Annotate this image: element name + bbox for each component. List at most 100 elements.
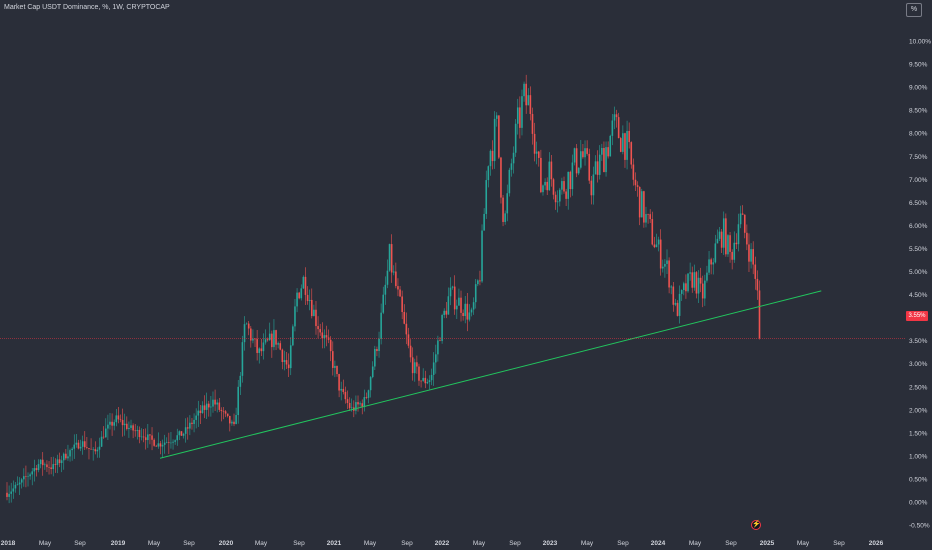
candle-body xyxy=(386,270,389,285)
x-tick-label: May xyxy=(581,540,594,547)
candle-body xyxy=(283,360,286,363)
tradingview-logo-icon[interactable]: ⚡ xyxy=(751,520,761,530)
candle-body xyxy=(130,425,132,428)
candle-body xyxy=(81,441,84,447)
candle-body xyxy=(407,334,410,346)
candle-body xyxy=(201,405,204,413)
candle-body xyxy=(390,244,393,273)
candle-body xyxy=(422,377,424,381)
candle-body xyxy=(567,171,570,199)
candle-body xyxy=(514,123,517,153)
trendline[interactable] xyxy=(159,290,822,459)
candle-body xyxy=(67,456,69,459)
candle-body xyxy=(529,95,532,114)
candle-body xyxy=(552,179,555,195)
candle-body xyxy=(149,434,151,436)
candle-body xyxy=(590,180,593,196)
y-tick-label: 10.00% xyxy=(909,39,931,46)
candle-body xyxy=(535,151,538,154)
candle-body xyxy=(142,436,145,438)
candle-body xyxy=(298,292,300,299)
candle-body xyxy=(147,434,149,441)
candle-body xyxy=(563,181,565,192)
candle-body xyxy=(434,354,437,363)
x-tick-label: Sep xyxy=(725,540,737,547)
candle-body xyxy=(491,150,494,162)
candle-body xyxy=(674,302,677,305)
candle-body xyxy=(256,339,258,353)
candle-body xyxy=(466,303,469,320)
candle-body xyxy=(605,147,607,173)
candle-body xyxy=(52,464,55,470)
candle-body xyxy=(468,312,471,320)
y-tick-label: 2.50% xyxy=(909,384,928,391)
candle-body xyxy=(470,309,473,313)
y-tick-label: 7.50% xyxy=(909,154,928,161)
y-tick-label: 5.50% xyxy=(909,246,928,253)
candle-body xyxy=(464,303,467,317)
candle-body xyxy=(365,397,368,398)
candle-body xyxy=(712,262,715,265)
y-axis[interactable]: 10.00% 9.50% 9.00% 8.50% 8.00% 7.50% 7.00% 6.50… xyxy=(909,39,931,530)
candle-body xyxy=(395,271,397,287)
x-tick-label: May xyxy=(797,540,810,547)
percent-scale-button[interactable]: % xyxy=(906,3,922,17)
candle-body xyxy=(611,120,614,136)
candle-body xyxy=(168,442,170,443)
candle-body xyxy=(691,272,694,288)
candle-body xyxy=(607,147,609,157)
candle-body xyxy=(458,297,460,306)
candle-body xyxy=(151,435,153,440)
candle-body xyxy=(16,484,19,486)
candle-body xyxy=(680,290,683,294)
candle-body xyxy=(401,296,403,313)
candle-body xyxy=(531,113,534,134)
candle-body xyxy=(586,148,588,154)
candle-body xyxy=(178,431,181,436)
candle-body xyxy=(573,148,576,163)
y-tick-label: -0.50% xyxy=(909,523,930,530)
candle-body xyxy=(317,326,319,330)
candle-body xyxy=(212,399,214,407)
candle-body xyxy=(449,287,452,297)
candle-body xyxy=(184,427,187,434)
candle-body xyxy=(428,380,431,382)
candle-body xyxy=(39,459,42,465)
candle-body xyxy=(636,185,639,187)
candle-body xyxy=(172,441,174,443)
candle-body xyxy=(540,157,542,193)
candle-body xyxy=(35,468,38,471)
candle-body xyxy=(506,193,509,214)
candle-body xyxy=(107,424,109,429)
candle-body xyxy=(121,419,124,426)
candle-body xyxy=(519,107,521,128)
candle-body xyxy=(231,421,233,424)
candle-body xyxy=(651,219,654,245)
candle-body xyxy=(75,442,78,445)
candle-body xyxy=(729,235,731,252)
y-tick-label: 6.50% xyxy=(909,200,928,207)
candle-body xyxy=(376,349,378,352)
candle-body xyxy=(262,342,265,352)
y-tick-label: 8.00% xyxy=(909,131,928,138)
candle-body xyxy=(758,290,761,339)
candle-body xyxy=(542,185,544,193)
candle-body xyxy=(258,348,261,353)
candle-body xyxy=(241,342,244,376)
candle-body xyxy=(113,422,115,426)
candle-body xyxy=(437,340,439,355)
candle-body xyxy=(432,362,435,375)
candle-body xyxy=(144,437,147,441)
candle-body xyxy=(498,115,500,158)
x-tick-label: Sep xyxy=(74,540,86,547)
candle-body xyxy=(718,231,721,239)
y-tick-label: 0.00% xyxy=(909,500,928,507)
candle-body xyxy=(336,365,338,375)
x-tick-label: 2022 xyxy=(435,540,450,547)
x-axis[interactable]: 2018 May Sep 2019 May Sep 2020 May Sep 2021 May Sep… xyxy=(1,540,884,547)
candle-body xyxy=(479,280,481,282)
x-tick-label: 2025 xyxy=(760,540,775,547)
candle-body xyxy=(20,479,23,483)
candle-body xyxy=(580,151,582,168)
